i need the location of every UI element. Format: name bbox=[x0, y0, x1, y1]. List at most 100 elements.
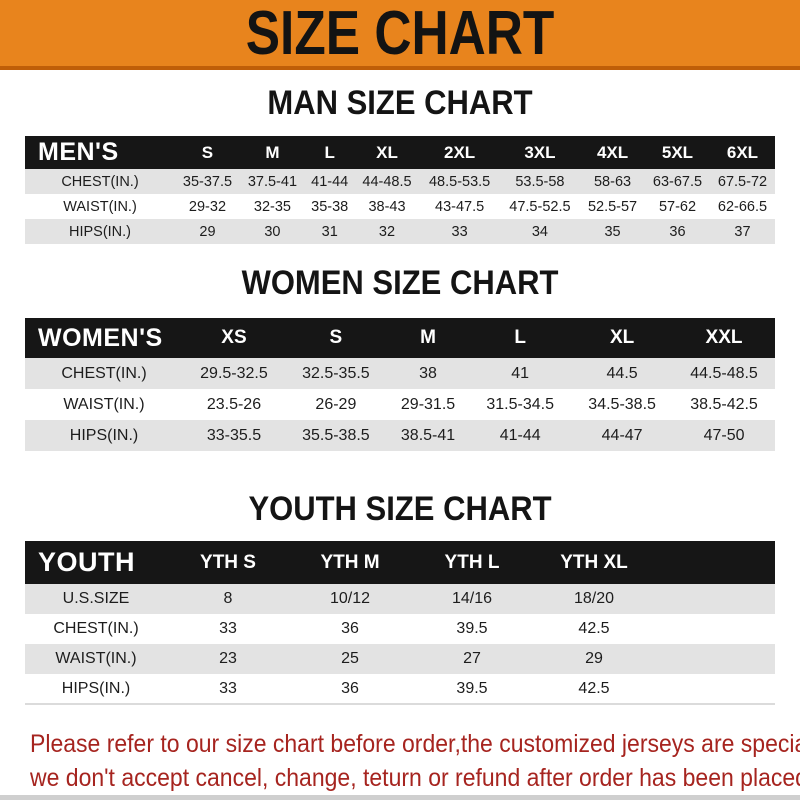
size-value-cell: 53.5-58 bbox=[499, 169, 581, 194]
row-label: CHEST(IN.) bbox=[25, 169, 175, 194]
size-value-cell: 31.5-34.5 bbox=[469, 389, 572, 420]
size-column-header: XXL bbox=[673, 318, 775, 358]
size-value-cell: 67.5-72 bbox=[709, 169, 775, 194]
size-value-cell: 42.5 bbox=[533, 614, 655, 644]
size-value-cell: 44.5 bbox=[571, 358, 674, 389]
size-table-header-row: MEN'S S M L XL 2XL 3XL 4XL 5XL 6XL bbox=[25, 136, 775, 169]
size-column-header: L bbox=[304, 136, 355, 169]
size-value-cell: 27 bbox=[411, 644, 533, 674]
table-row: CHEST(IN.) 29.5-32.5 32.5-35.5 38 41 44.5 44.5… bbox=[25, 358, 775, 389]
row-label: WAIST(IN.) bbox=[25, 194, 175, 219]
size-column-header: L bbox=[469, 318, 572, 358]
size-value-cell: 42.5 bbox=[533, 674, 655, 704]
size-value-cell: 32-35 bbox=[239, 194, 305, 219]
size-value-cell: 29 bbox=[175, 219, 240, 244]
size-value-cell: 35.5-38.5 bbox=[284, 420, 387, 451]
size-value-cell: 35-37.5 bbox=[175, 169, 240, 194]
size-value-cell: 52.5-57 bbox=[580, 194, 646, 219]
page-title: SIZE CHART bbox=[245, 0, 555, 68]
size-value-cell: 41-44 bbox=[469, 420, 572, 451]
youth-section-title: YOUTH SIZE CHART bbox=[248, 488, 552, 529]
size-value-cell: 33 bbox=[419, 219, 500, 244]
size-value-cell: 38.5-41 bbox=[386, 420, 470, 451]
size-value-cell: 38.5-42.5 bbox=[673, 389, 775, 420]
size-value-cell: 33-35.5 bbox=[183, 420, 285, 451]
size-value-cell: 44-47 bbox=[571, 420, 674, 451]
women-size-chart-section: WOMEN SIZE CHART WOMEN'S XS S M L XL XXL CHEST(… bbox=[0, 244, 800, 451]
size-table: YOUTH YTH S YTH M YTH L YTH XL U.S.SIZE 8 10/12… bbox=[25, 541, 775, 705]
table-row: HIPS(IN.) 33 36 39.5 42.5 bbox=[25, 674, 775, 704]
size-value-cell: 44-48.5 bbox=[354, 169, 420, 194]
size-value-cell: 30 bbox=[239, 219, 305, 244]
size-value-cell: 37.5-41 bbox=[239, 169, 305, 194]
men-size-table: MEN'S S M L XL 2XL 3XL 4XL 5XL 6XL CHEST(IN.) 35-37… bbox=[0, 136, 800, 244]
size-value-cell: 41 bbox=[469, 358, 572, 389]
row-label: HIPS(IN.) bbox=[25, 674, 167, 704]
size-column-header: YTH M bbox=[289, 541, 411, 584]
man-size-chart-section: MAN SIZE CHART MEN'S S M L XL 2XL 3XL 4XL 5XL 6XL… bbox=[0, 70, 800, 244]
size-value-cell: 29 bbox=[533, 644, 655, 674]
row-label: U.S.SIZE bbox=[25, 584, 167, 614]
size-value-cell: 63-67.5 bbox=[645, 169, 710, 194]
filler-cell bbox=[655, 584, 775, 614]
size-value-cell: 41-44 bbox=[304, 169, 355, 194]
women-size-table: WOMEN'S XS S M L XL XXL CHEST(IN.) 29.5-32.5 32.5… bbox=[0, 318, 800, 451]
size-value-cell: 32 bbox=[354, 219, 420, 244]
table-row: HIPS(IN.) 29 30 31 32 33 34 35 36 37 bbox=[25, 219, 775, 244]
row-label: HIPS(IN.) bbox=[25, 420, 183, 451]
size-value-cell: 25 bbox=[289, 644, 411, 674]
size-column-header: XL bbox=[571, 318, 674, 358]
size-value-cell: 39.5 bbox=[411, 674, 533, 704]
size-value-cell: 38-43 bbox=[354, 194, 420, 219]
row-label: HIPS(IN.) bbox=[25, 219, 175, 244]
youth-size-table: YOUTH YTH S YTH M YTH L YTH XL U.S.SIZE 8 10/12… bbox=[0, 541, 800, 705]
filler-cell bbox=[655, 674, 775, 704]
youth-size-chart-section: YOUTH SIZE CHART YOUTH YTH S YTH M YTH L YTH… bbox=[0, 451, 800, 705]
size-column-header: M bbox=[239, 136, 305, 169]
size-value-cell: 47.5-52.5 bbox=[499, 194, 581, 219]
row-label: CHEST(IN.) bbox=[25, 614, 167, 644]
man-section-title: MAN SIZE CHART bbox=[267, 82, 533, 123]
size-table-header-row: YOUTH YTH S YTH M YTH L YTH XL bbox=[25, 541, 775, 584]
size-column-header: 2XL bbox=[419, 136, 500, 169]
size-column-header: 4XL bbox=[580, 136, 646, 169]
size-value-cell: 26-29 bbox=[284, 389, 387, 420]
table-row: CHEST(IN.) 33 36 39.5 42.5 bbox=[25, 614, 775, 644]
size-value-cell: 62-66.5 bbox=[709, 194, 775, 219]
disclaimer-line-1: Please refer to our size chart before or… bbox=[30, 728, 800, 758]
table-row: HIPS(IN.) 33-35.5 35.5-38.5 38.5-41 41-44 44-… bbox=[25, 420, 775, 451]
size-value-cell: 34 bbox=[499, 219, 581, 244]
size-table: WOMEN'S XS S M L XL XXL CHEST(IN.) 29.5-32.5 32.5… bbox=[25, 318, 775, 451]
row-label: CHEST(IN.) bbox=[25, 358, 183, 389]
size-value-cell: 10/12 bbox=[289, 584, 411, 614]
size-value-cell: 36 bbox=[289, 614, 411, 644]
size-value-cell: 32.5-35.5 bbox=[284, 358, 387, 389]
size-value-cell: 34.5-38.5 bbox=[571, 389, 674, 420]
size-value-cell: 37 bbox=[709, 219, 775, 244]
size-column-header: YTH S bbox=[167, 541, 289, 584]
size-value-cell: 38 bbox=[386, 358, 470, 389]
table-header-label: YOUTH bbox=[25, 541, 167, 584]
size-value-cell: 23 bbox=[167, 644, 289, 674]
size-value-cell: 23.5-26 bbox=[183, 389, 285, 420]
filler-header-cell bbox=[655, 541, 775, 584]
table-row: WAIST(IN.) 29-32 32-35 35-38 38-43 43-47.5 47.… bbox=[25, 194, 775, 219]
size-value-cell: 18/20 bbox=[533, 584, 655, 614]
table-row: CHEST(IN.) 35-37.5 37.5-41 41-44 44-48.5 48.5… bbox=[25, 169, 775, 194]
filler-cell bbox=[655, 614, 775, 644]
size-value-cell: 8 bbox=[167, 584, 289, 614]
size-column-header: M bbox=[386, 318, 470, 358]
size-value-cell: 29.5-32.5 bbox=[183, 358, 285, 389]
size-value-cell: 29-32 bbox=[175, 194, 240, 219]
bottom-edge-strip bbox=[0, 795, 800, 800]
size-value-cell: 14/16 bbox=[411, 584, 533, 614]
table-row: WAIST(IN.) 23 25 27 29 bbox=[25, 644, 775, 674]
disclaimer: Please refer to our size chart before or… bbox=[30, 728, 800, 792]
size-column-header: 5XL bbox=[645, 136, 710, 169]
row-label: WAIST(IN.) bbox=[25, 389, 183, 420]
banner: SIZE CHART bbox=[0, 0, 800, 70]
size-value-cell: 36 bbox=[289, 674, 411, 704]
size-value-cell: 33 bbox=[167, 614, 289, 644]
size-value-cell: 35 bbox=[580, 219, 646, 244]
